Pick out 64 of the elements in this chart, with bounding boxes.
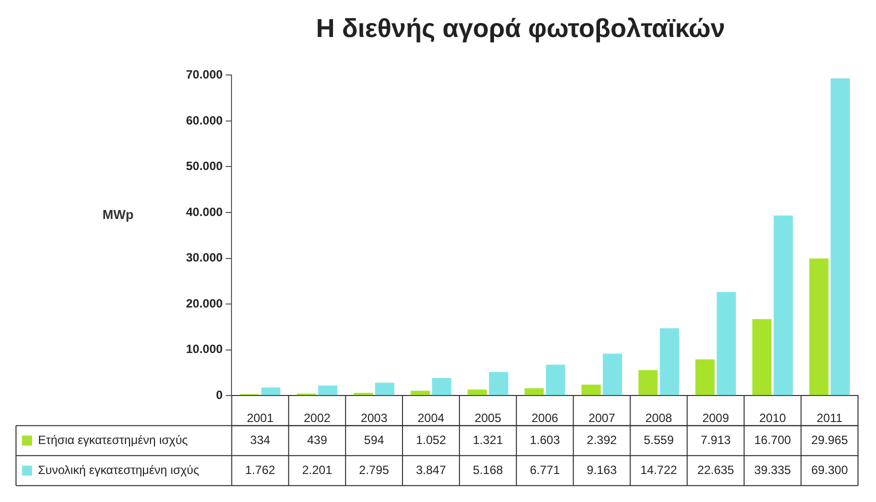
bar — [602, 354, 622, 396]
bar — [468, 390, 487, 396]
data-label: 594 — [364, 432, 384, 447]
data-label: 439 — [307, 432, 328, 447]
y-tick-label: 0 — [216, 388, 224, 402]
data-label: 29.965 — [811, 432, 848, 447]
x-tick-label: 2007 — [588, 411, 616, 426]
bar — [695, 359, 715, 396]
legend-label: Ετήσια εγκατεστημένη ισχύς — [38, 432, 188, 447]
y-tick-label: 30.000 — [186, 250, 224, 265]
bar — [432, 378, 452, 396]
data-label: 5.168 — [472, 462, 504, 477]
x-tick-label: 2010 — [759, 411, 786, 426]
bar — [774, 216, 793, 396]
chart-title: Η διεθνής αγορά φωτοβολταϊκών — [316, 12, 726, 43]
x-tick-label: 2003 — [360, 411, 388, 426]
data-label: 6.771 — [530, 462, 560, 477]
data-label: 16.700 — [754, 432, 792, 447]
x-tick-label: 2005 — [474, 411, 502, 426]
bar — [752, 319, 772, 396]
y-tick-label: 40.000 — [186, 204, 224, 219]
y-tick-label: 10.000 — [186, 342, 224, 356]
x-tick-label: 2009 — [702, 411, 730, 426]
legend-label: Συνολική εγκατεστημένη ισχύς — [38, 462, 200, 477]
bar — [318, 386, 338, 396]
bar — [660, 328, 680, 396]
bar — [375, 382, 394, 396]
bar — [638, 370, 658, 396]
data-label: 1.052 — [416, 432, 446, 447]
data-label: 2.392 — [586, 432, 618, 447]
bar — [410, 390, 430, 396]
bar — [830, 78, 850, 396]
bar — [809, 258, 828, 396]
data-label: 1.762 — [245, 462, 276, 477]
x-tick-label: 2001 — [246, 411, 274, 426]
data-label: 3.847 — [416, 462, 446, 477]
data-label: 1.321 — [472, 432, 504, 447]
bar — [524, 388, 544, 396]
y-tick-label: 60.000 — [186, 113, 224, 128]
data-label: 69.300 — [811, 462, 848, 477]
x-tick-label: 2004 — [418, 411, 445, 426]
y-axis-title: MWp — [102, 206, 134, 222]
data-label: 2.201 — [302, 462, 332, 477]
x-tick-label: 2008 — [645, 411, 672, 426]
bar — [582, 384, 601, 396]
x-tick-label: 2002 — [304, 411, 331, 426]
y-tick-label: 50.000 — [186, 159, 224, 174]
data-label: 9.163 — [586, 462, 618, 477]
data-label: 5.559 — [644, 432, 674, 447]
bar — [716, 292, 736, 396]
data-label: 22.635 — [697, 462, 734, 477]
bar — [261, 388, 280, 396]
data-label: 334 — [250, 432, 271, 447]
data-label: 7.913 — [700, 432, 731, 447]
data-label: 2.795 — [359, 462, 390, 477]
bar — [488, 372, 508, 396]
data-label: 1.603 — [530, 432, 560, 447]
x-tick-label: 2006 — [532, 411, 559, 426]
bar — [546, 364, 566, 396]
data-label: 14.722 — [640, 462, 678, 477]
x-tick-label: 2011 — [816, 411, 843, 426]
data-label: 39.335 — [754, 462, 792, 477]
y-tick-label: 70.000 — [186, 68, 224, 82]
y-tick-label: 20.000 — [186, 296, 224, 310]
